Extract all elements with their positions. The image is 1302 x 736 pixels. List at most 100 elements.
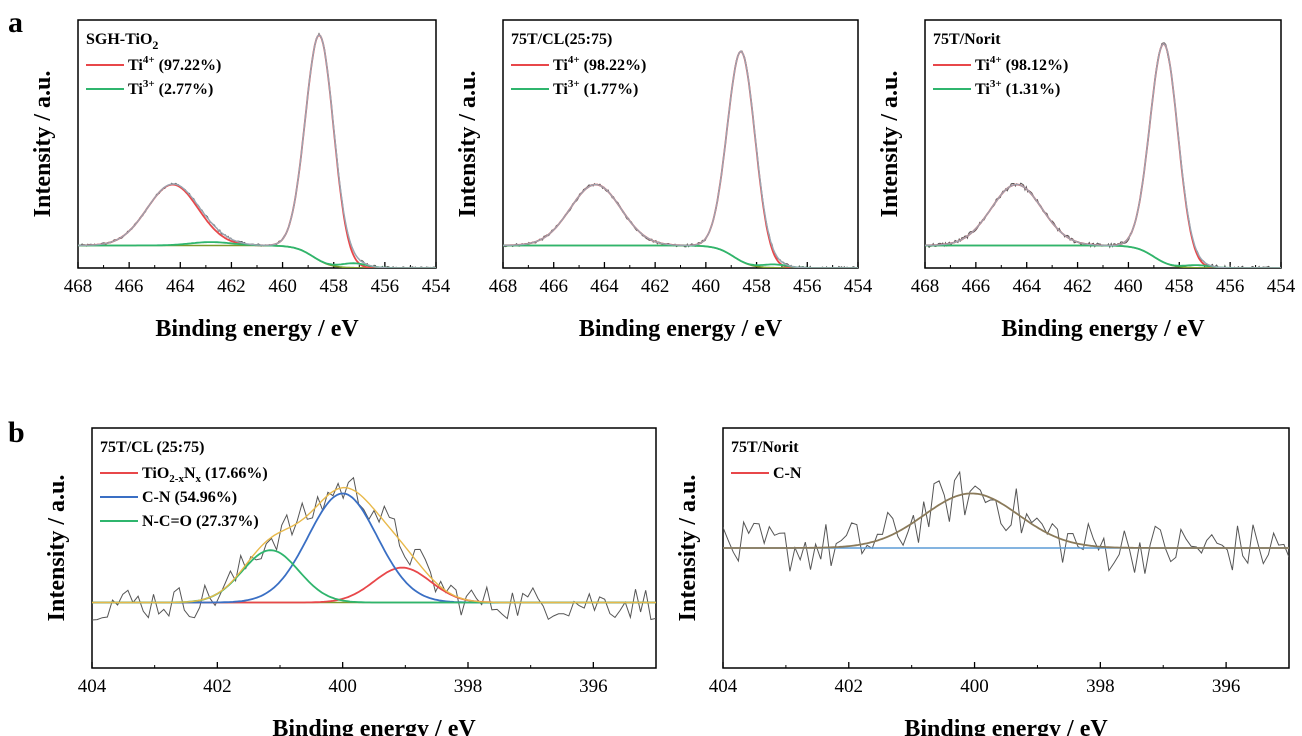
- legend-text-pct: (1.31%): [1002, 81, 1061, 98]
- x-tick-label: 462: [1063, 276, 1092, 297]
- legend-title-main: SGH-TiO: [86, 31, 152, 48]
- legend-entry: C-N: [773, 465, 802, 482]
- x-tick-label: 460: [268, 276, 297, 297]
- x-tick-label: 462: [217, 276, 246, 297]
- x-tick-label: 466: [539, 276, 568, 297]
- x-tick-label: 460: [692, 276, 721, 297]
- background-line: [78, 244, 436, 268]
- x-axis-title: Binding energy / eV: [1001, 316, 1205, 342]
- legend-entry: C-N (54.96%): [142, 489, 237, 506]
- x-tick-label: 464: [166, 276, 195, 297]
- series-line-2: [503, 244, 858, 268]
- x-tick-label: 468: [489, 276, 518, 297]
- plot-area: [723, 470, 1289, 574]
- y-axis-title: Intensity / a.u.: [877, 71, 903, 218]
- raw-data-line: [92, 476, 656, 621]
- series-line-3: [92, 549, 656, 604]
- chart-panel-1: 468 466 464 462 460 458 456 454 Binding energy /…: [30, 19, 451, 342]
- x-tick-label: 404: [78, 676, 107, 697]
- x-tick-label: 400: [328, 676, 357, 697]
- x-tick-label: 458: [1165, 276, 1194, 297]
- x-tick-label: 458: [319, 276, 348, 297]
- x-tick-label: 458: [742, 276, 771, 297]
- x-tick-label: 396: [579, 676, 608, 697]
- x-tick-label: 396: [1212, 676, 1241, 697]
- y-axis-title: Intensity / a.u.: [44, 475, 70, 622]
- legend-text-pct: (98.12%): [1002, 57, 1069, 74]
- envelope-line: [503, 50, 858, 268]
- legend-title-main: 75T/Norit: [731, 439, 799, 456]
- background-line: [925, 244, 1281, 268]
- x-tick-label: 402: [203, 676, 232, 697]
- background-line: [503, 244, 858, 268]
- series-line-1: [925, 42, 1281, 268]
- legend-title-sub: 2: [152, 38, 158, 52]
- legend-text-sup: 4+: [143, 54, 155, 66]
- legend-text-sup: 3+: [568, 78, 580, 90]
- x-tick-label: 468: [64, 276, 93, 297]
- legend-text-base: Ti: [553, 57, 568, 74]
- legend-text-base: TiO: [142, 465, 169, 482]
- chart-panel-2: 468 466 464 462 460 458 456 454 Binding energy /…: [455, 19, 873, 342]
- raw-data-line: [925, 42, 1281, 268]
- plot-area: [503, 50, 858, 268]
- legend-title-main: 75T/CL(25:75): [511, 31, 612, 48]
- legend-text-base: C-N: [773, 465, 802, 482]
- x-axis-title: Binding energy / eV: [155, 316, 359, 342]
- legend-text-mid: N: [184, 465, 196, 482]
- legend-text-base: N-C=O (27.37%): [142, 513, 259, 530]
- x-tick-label: 402: [835, 676, 864, 697]
- series-line-1: [92, 566, 656, 604]
- envelope-line: [92, 486, 656, 604]
- legend-text-pct: (98.22%): [580, 57, 647, 74]
- legend-title: 75T/CL (25:75): [100, 439, 204, 456]
- legend-entry: Ti3+ (1.77%): [553, 78, 638, 98]
- x-axis-title: Binding energy / eV: [579, 316, 783, 342]
- legend-entry: N-C=O (27.37%): [142, 513, 259, 530]
- legend-entry: Ti4+ (98.22%): [553, 54, 646, 74]
- legend-text-base: Ti: [553, 81, 568, 98]
- legend-text-sub: 2-x: [169, 473, 184, 485]
- panel-b-label: b: [8, 416, 25, 449]
- x-tick-label: 456: [371, 276, 400, 297]
- x-tick-label: 398: [454, 676, 483, 697]
- x-tick-label: 464: [1012, 276, 1041, 297]
- legend-text-sub2: x: [196, 473, 202, 485]
- y-axis-title: Intensity / a.u.: [675, 475, 701, 622]
- legend-text-base: C-N (54.96%): [142, 489, 237, 506]
- y-axis-title: Intensity / a.u.: [30, 71, 56, 218]
- legend-text-base: Ti: [975, 81, 990, 98]
- legend-title: SGH-TiO2: [86, 31, 158, 52]
- plot-area: [925, 42, 1281, 268]
- x-tick-label: 456: [1216, 276, 1245, 297]
- legend-text-pct: (1.77%): [580, 81, 639, 98]
- legend-entry: TiO2-xNx (17.66%): [142, 465, 268, 485]
- x-tick-label: 404: [709, 676, 738, 697]
- series-line-2: [78, 241, 436, 268]
- x-tick-label: 460: [1114, 276, 1143, 297]
- x-tick-label: 398: [1086, 676, 1115, 697]
- legend-entry: Ti4+ (98.12%): [975, 54, 1068, 74]
- legend-text-pct: (17.66%): [201, 465, 268, 482]
- legend-text-pct: (97.22%): [155, 57, 222, 74]
- panel-a-label: a: [8, 6, 23, 39]
- series-line-2: [925, 244, 1281, 268]
- legend-text-pct: (2.77%): [155, 81, 214, 98]
- legend-entry: Ti3+ (1.31%): [975, 78, 1060, 98]
- x-tick-label: 454: [422, 276, 451, 297]
- legend-text-sup: 3+: [990, 78, 1002, 90]
- legend-title: 75T/Norit: [933, 31, 1001, 48]
- x-tick-label: 466: [115, 276, 144, 297]
- legend-entry: Ti4+ (97.22%): [128, 54, 221, 74]
- x-tick-label: 400: [960, 676, 989, 697]
- legend-title: 75T/Norit: [731, 439, 799, 456]
- envelope-line: [925, 42, 1281, 268]
- legend-text-base: Ti: [128, 81, 143, 98]
- x-axis-title: Binding energy / eV: [272, 716, 476, 736]
- envelope-line: [78, 34, 436, 268]
- chart-panel-4: 404 402 400 398 396 Binding energy / eV Intens…: [44, 427, 657, 736]
- legend-text-sup: 3+: [143, 78, 155, 90]
- x-tick-label: 462: [641, 276, 670, 297]
- x-tick-label: 454: [844, 276, 873, 297]
